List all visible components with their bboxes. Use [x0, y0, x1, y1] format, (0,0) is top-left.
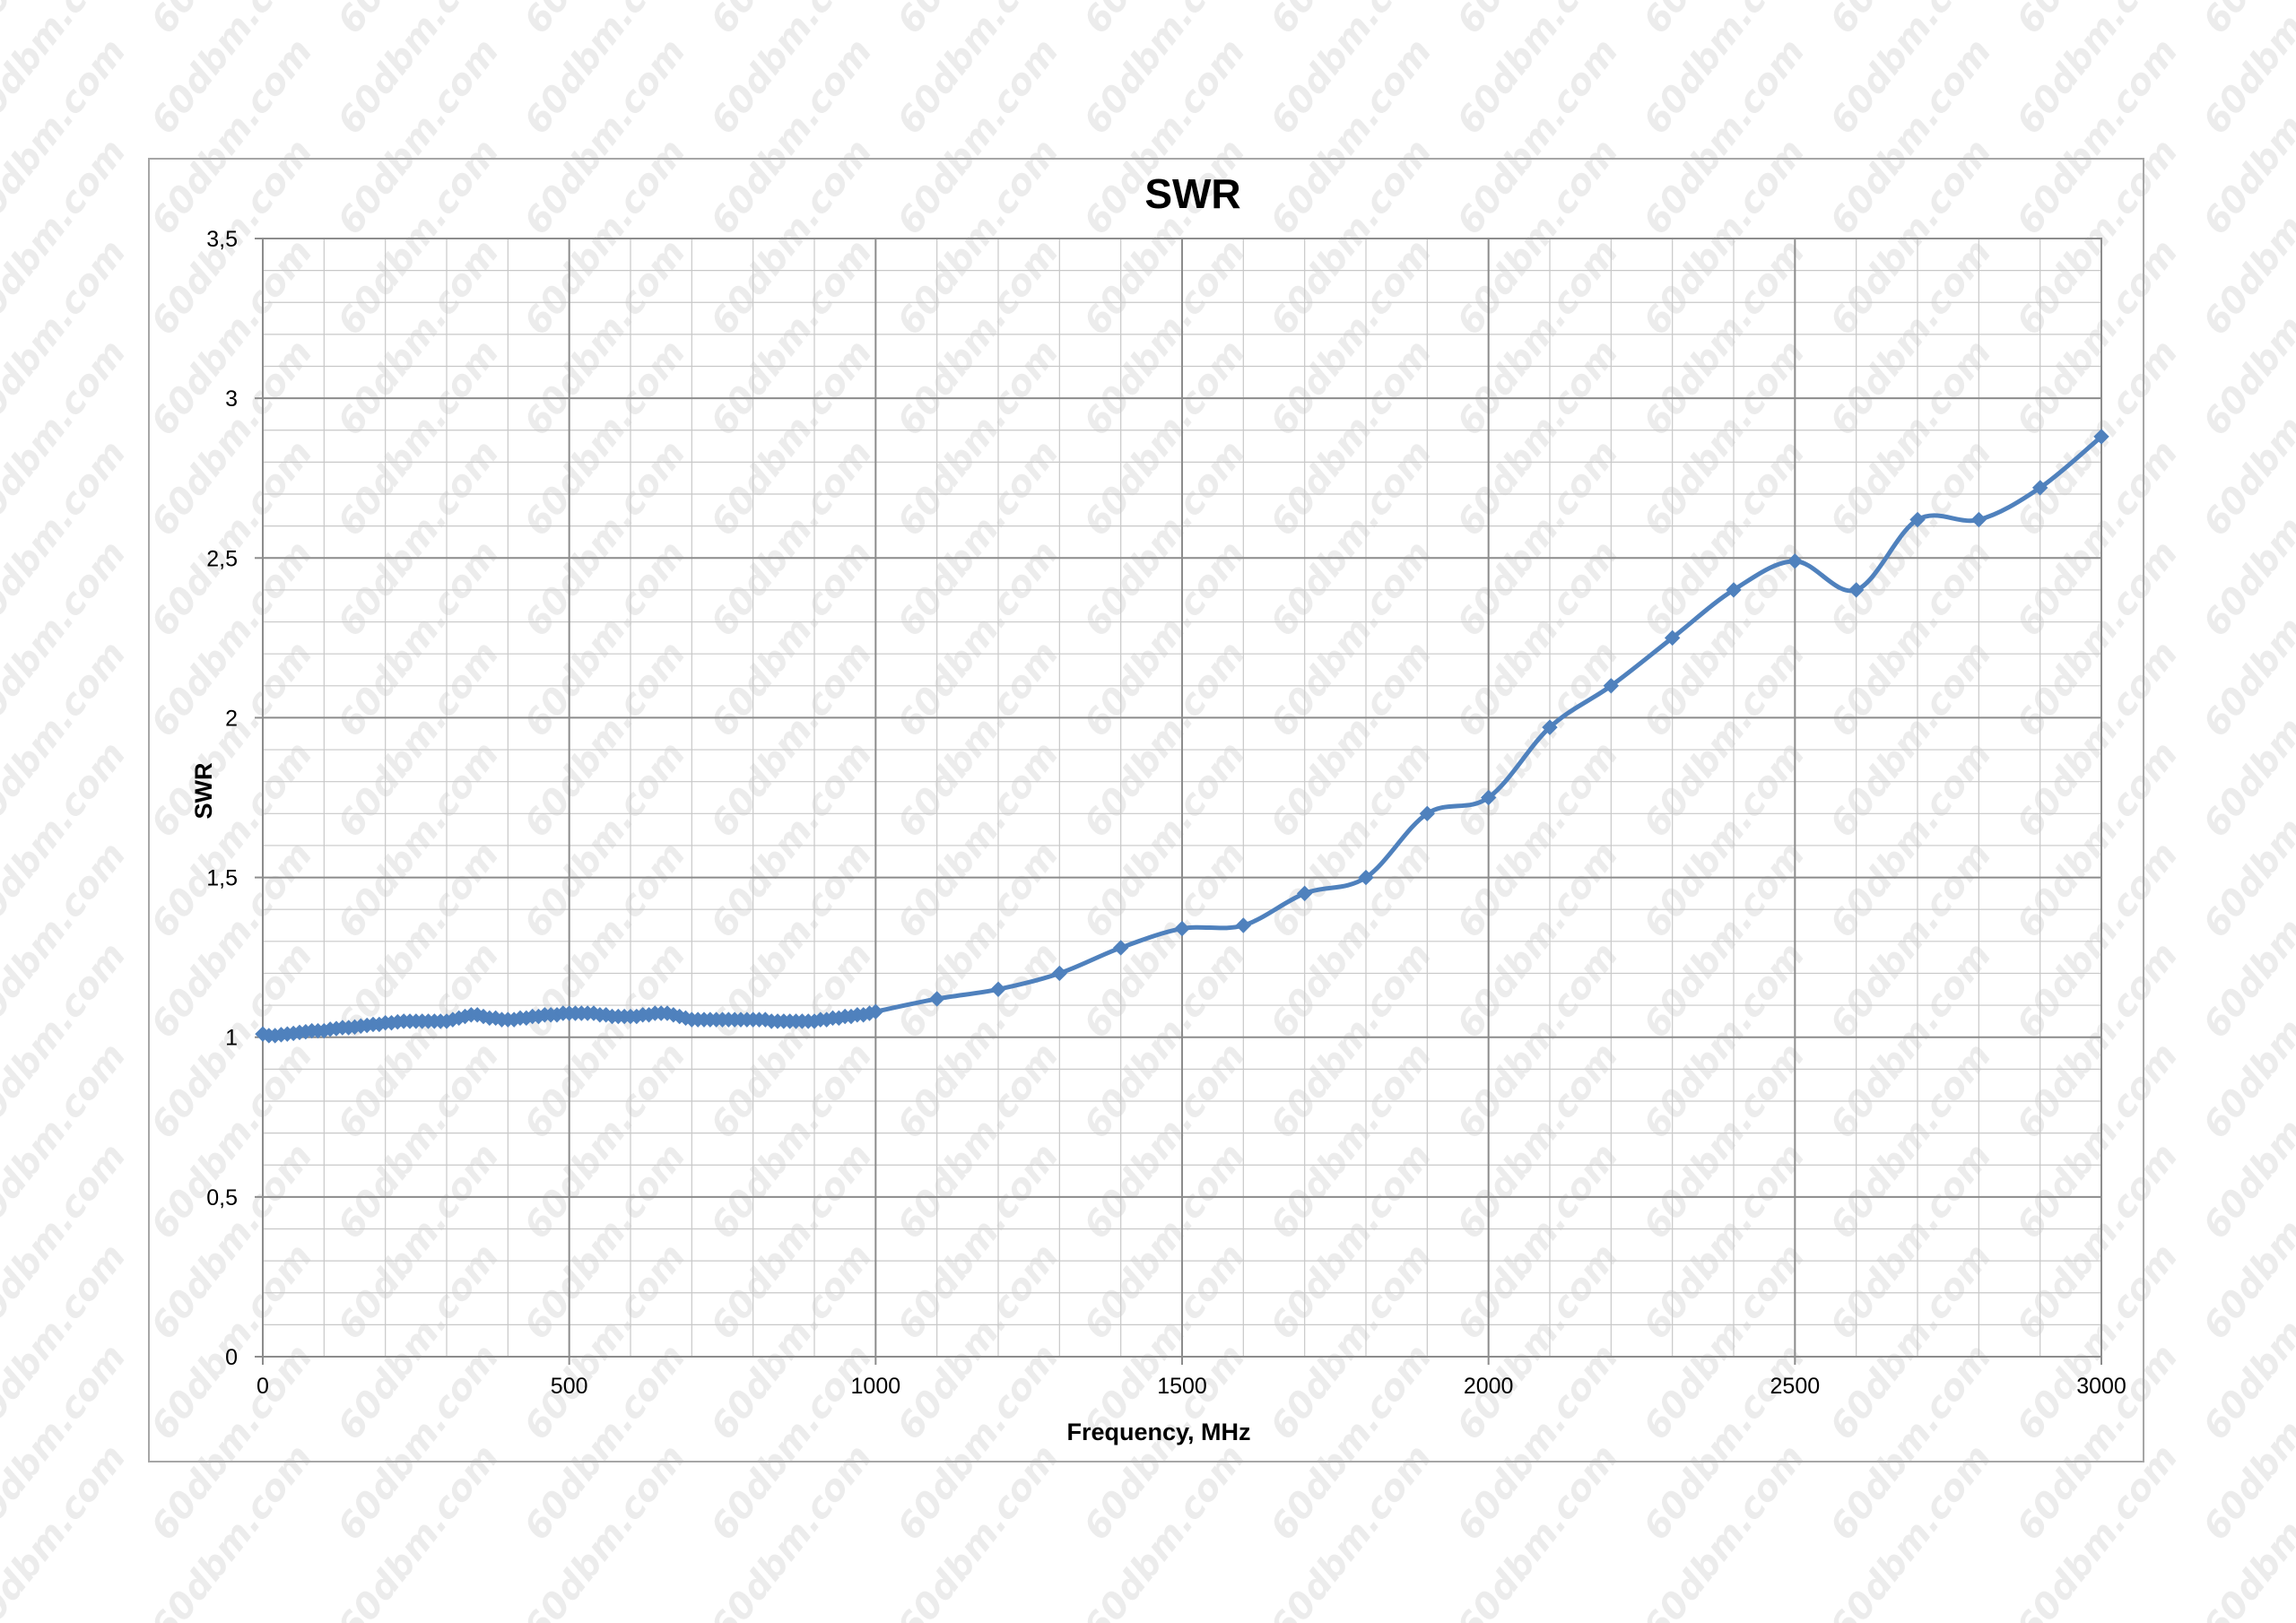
data-point	[1787, 553, 1804, 569]
data-point	[1358, 869, 1374, 886]
data-point	[1480, 789, 1497, 806]
data-point	[1603, 678, 1620, 694]
x-axis-title: Frequency, MHz	[1066, 1419, 1250, 1445]
x-tick-label: 500	[551, 1374, 588, 1399]
data-point	[1112, 940, 1129, 956]
major-gridlines	[262, 238, 2102, 1358]
data-point	[1235, 917, 1252, 933]
data-point	[1664, 629, 1681, 647]
y-tick-label: 1,5	[206, 866, 238, 891]
data-point	[2093, 429, 2109, 445]
x-tick-label: 1500	[1157, 1374, 1207, 1399]
chart-title: SWR	[1144, 170, 1240, 217]
data-point	[1970, 511, 1987, 528]
y-tick-label: 0	[225, 1345, 238, 1370]
data-point	[928, 991, 945, 1007]
x-tick-label: 1000	[851, 1374, 901, 1399]
y-tick-label: 2,5	[206, 546, 238, 571]
data-point	[1726, 582, 1742, 598]
x-tick-label: 0	[257, 1374, 269, 1399]
data-point	[1909, 511, 1926, 528]
data-point	[1419, 805, 1436, 822]
plot-area-border	[255, 238, 2102, 1365]
y-axis-title: SWR	[190, 763, 217, 820]
y-tick-label: 0,5	[206, 1185, 238, 1211]
y-tick-label: 1	[225, 1026, 238, 1051]
data-point	[1174, 920, 1190, 937]
y-tick-label: 3	[225, 386, 238, 412]
x-tick-label: 2000	[1464, 1374, 1514, 1399]
data-point	[1296, 885, 1313, 902]
data-point	[1051, 965, 1068, 982]
data-point	[1542, 719, 1558, 735]
y-tick-label: 3,5	[206, 227, 238, 252]
data-point	[867, 1003, 884, 1020]
data-point	[1848, 582, 1865, 598]
series-layer	[255, 429, 2109, 1044]
data-point	[990, 981, 1006, 997]
chart-frame	[148, 158, 2144, 1462]
x-tick-label: 3000	[2076, 1374, 2126, 1399]
x-axis-tick-labels: 0 500 1000 1500 2000 2500 3000	[257, 1374, 2126, 1399]
y-axis-tick-labels: 0 0,5 1 1,5 2 2,5 3 3,5	[206, 227, 238, 1370]
y-tick-label: 2	[225, 706, 238, 731]
x-tick-label: 2500	[1770, 1374, 1821, 1399]
data-point	[2031, 480, 2048, 496]
